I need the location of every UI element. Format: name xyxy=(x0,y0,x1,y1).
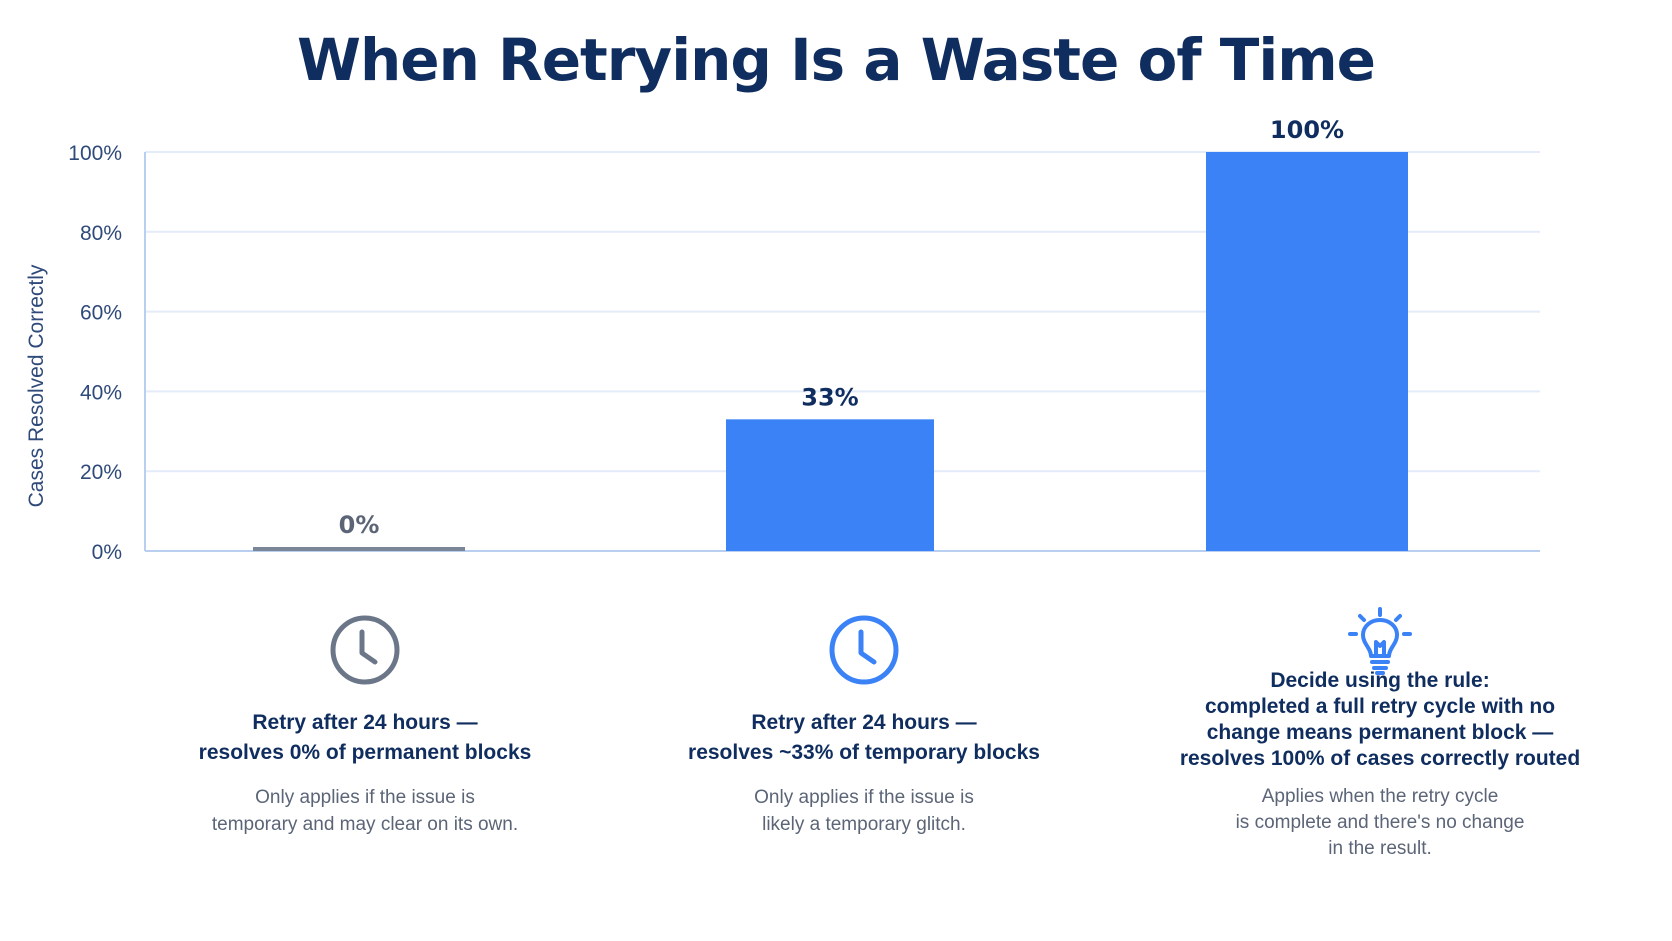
y-tick-label: 0% xyxy=(92,541,122,564)
caption-heading: Decide using the rule: completed a full … xyxy=(1179,669,1581,770)
clock-icon xyxy=(829,615,899,685)
caption-retry-temporary: Retry after 24 hours — resolves ~33% of … xyxy=(654,612,1074,838)
caption-retry-permanent: Retry after 24 hours — resolves 0% of pe… xyxy=(165,612,565,838)
caption-note: Only applies if the issue is temporary a… xyxy=(211,787,519,835)
clock-icon xyxy=(330,615,400,685)
y-tick-label: 40% xyxy=(80,381,122,404)
bar xyxy=(253,547,465,551)
caption-heading: Retry after 24 hours — resolves 0% of pe… xyxy=(198,711,532,764)
caption-heading: Retry after 24 hours — resolves ~33% of … xyxy=(688,711,1040,764)
bar-chart: 0% 20% 40% 60% 80% 100% 0% 33% 100% xyxy=(68,116,1540,564)
y-tick-label: 60% xyxy=(80,302,122,325)
y-tick-label: 20% xyxy=(80,461,122,484)
bar-value-label: 100% xyxy=(1270,116,1344,144)
bar xyxy=(726,419,934,551)
bar-value-label: 33% xyxy=(801,383,858,411)
caption-note: Only applies if the issue is likely a te… xyxy=(754,787,974,835)
y-tick-label: 80% xyxy=(80,222,122,245)
bar-value-label: 0% xyxy=(339,511,380,539)
bar xyxy=(1206,152,1408,551)
chart-title: When Retrying Is a Waste of Time xyxy=(296,26,1376,94)
y-tick-label: 100% xyxy=(68,142,122,165)
caption-decision-rule: Decide using the rule: completed a full … xyxy=(1150,606,1610,862)
lightbulb-icon xyxy=(1348,607,1412,675)
caption-note: Applies when the retry cycle is complete… xyxy=(1235,786,1525,859)
